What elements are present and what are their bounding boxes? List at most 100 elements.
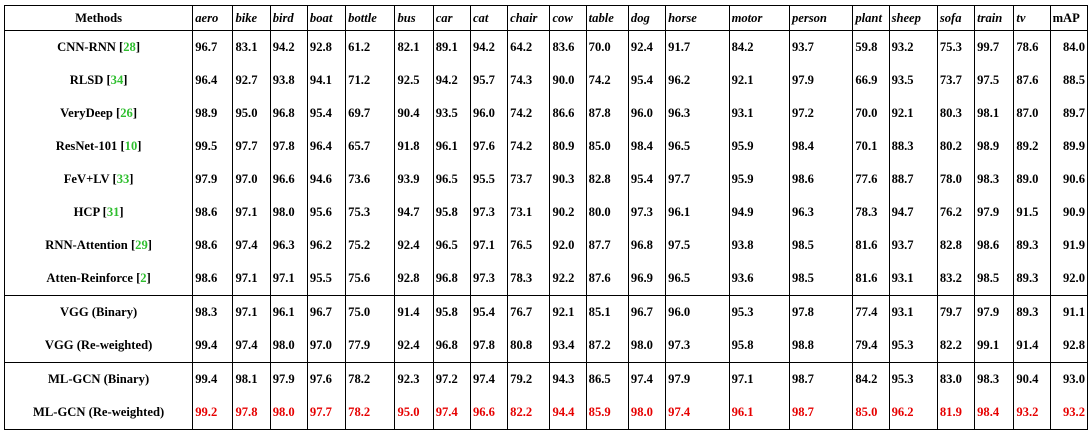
column-header-motor: motor: [728, 5, 790, 31]
ap-value-horse: 96.1: [665, 196, 730, 229]
ap-value-person: 97.2: [788, 97, 854, 130]
ap-value-motor: 96.1: [728, 396, 790, 430]
map-value: 93.0: [1049, 362, 1089, 396]
ap-value-train: 97.9: [974, 295, 1015, 329]
ap-value-dog: 96.0: [627, 97, 667, 130]
ap-value-boat: 95.5: [306, 262, 347, 296]
column-header-aero: aero: [192, 5, 234, 31]
ap-value-bottle: 75.2: [345, 229, 396, 262]
ap-value-table: 74.2: [585, 64, 629, 97]
ap-value-car: 96.5: [432, 163, 471, 196]
citation-link[interactable]: 2: [140, 271, 147, 285]
ap-value-boat: 96.2: [306, 229, 347, 262]
ap-value-cow: 86.6: [549, 97, 587, 130]
results-table: Methods aero bike bird boat bottle bus car cat ch…: [3, 5, 1089, 430]
citation-link[interactable]: 34: [110, 73, 124, 87]
ap-value-boat: 96.7: [306, 295, 347, 329]
ap-value-horse: 97.9: [665, 362, 730, 396]
ap-value-bike: 97.8: [232, 396, 271, 430]
ap-value-dog: 92.4: [627, 30, 667, 64]
citation-link[interactable]: 28: [123, 40, 136, 54]
ap-value-car: 96.8: [432, 329, 471, 363]
ap-value-train: 98.4: [974, 396, 1015, 430]
ap-value-dog: 95.4: [627, 163, 667, 196]
ap-value-bottle: 71.2: [345, 64, 396, 97]
column-header-horse: horse: [665, 5, 730, 31]
ap-value-bus: 92.4: [394, 329, 434, 363]
citation-link[interactable]: 10: [124, 139, 138, 153]
ap-value-chair: 73.1: [507, 196, 551, 229]
table-row: RNN-Attention [29] 98.6 97.4 96.3 96.2 75.2 92…: [3, 229, 1089, 262]
ap-value-bike: 95.0: [232, 97, 271, 130]
ap-value-car: 94.2: [432, 64, 471, 97]
map-value: 89.9: [1049, 130, 1089, 163]
citation-link[interactable]: 29: [135, 238, 148, 252]
ap-value-sheep: 93.7: [888, 229, 938, 262]
ap-value-bike: 83.1: [232, 30, 271, 64]
ap-value-bottle: 77.9: [345, 329, 396, 363]
ap-value-bottle: 69.7: [345, 97, 396, 130]
ap-value-aero: 98.9: [192, 97, 234, 130]
ap-value-sofa: 78.0: [936, 163, 976, 196]
ap-value-table: 87.7: [585, 229, 629, 262]
ap-value-horse: 97.5: [665, 229, 730, 262]
ap-value-dog: 96.7: [627, 295, 667, 329]
ap-value-bike: 97.4: [232, 329, 271, 363]
ap-value-person: 98.5: [788, 229, 854, 262]
ap-value-person: 97.8: [788, 295, 854, 329]
ap-value-plant: 59.8: [852, 30, 890, 64]
ap-value-tv: 91.5: [1013, 196, 1051, 229]
ap-value-motor: 92.1: [728, 64, 790, 97]
ap-value-plant: 79.4: [852, 329, 890, 363]
ap-value-car: 96.1: [432, 130, 471, 163]
ap-value-plant: 84.2: [852, 362, 890, 396]
ap-value-aero: 98.6: [192, 229, 234, 262]
ap-value-plant: 77.4: [852, 295, 890, 329]
ap-value-motor: 97.1: [728, 362, 790, 396]
ap-value-bike: 97.7: [232, 130, 271, 163]
ap-value-motor: 95.8: [728, 329, 790, 363]
ap-value-person: 98.7: [788, 362, 854, 396]
ap-value-sofa: 79.7: [936, 295, 976, 329]
ap-value-tv: 91.4: [1013, 329, 1051, 363]
citation-link[interactable]: 26: [120, 106, 133, 120]
citation-link[interactable]: 33: [116, 172, 130, 186]
ap-value-motor: 95.3: [728, 295, 790, 329]
ap-value-bike: 97.0: [232, 163, 271, 196]
ap-value-bike: 97.1: [232, 262, 271, 296]
method-name: Atten-Reinforce: [46, 271, 133, 285]
method-name: FeV+LV: [63, 172, 110, 186]
ap-value-boat: 97.7: [306, 396, 347, 430]
ap-value-horse: 96.5: [665, 130, 730, 163]
ap-value-plant: 78.3: [852, 196, 890, 229]
ap-value-car: 97.2: [432, 362, 471, 396]
method-name: RNN-Attention: [45, 238, 128, 252]
ap-value-bottle: 75.3: [345, 196, 396, 229]
ap-value-chair: 76.7: [507, 295, 551, 329]
ap-value-dog: 97.4: [627, 362, 667, 396]
ap-value-cat: 94.2: [469, 30, 509, 64]
ap-value-table: 82.8: [585, 163, 629, 196]
ap-value-bottle: 65.7: [345, 130, 396, 163]
ap-value-tv: 87.6: [1013, 64, 1051, 97]
ap-value-tv: 93.2: [1013, 396, 1051, 430]
column-header-methods: Methods: [3, 5, 194, 31]
ap-value-cow: 90.0: [549, 64, 587, 97]
ap-value-plant: 81.6: [852, 262, 890, 296]
column-header-bike: bike: [232, 5, 271, 31]
ap-value-bottle: 75.6: [345, 262, 396, 296]
map-value: 88.5: [1049, 64, 1089, 97]
ap-value-table: 85.9: [585, 396, 629, 430]
ap-value-cow: 94.4: [549, 396, 587, 430]
method-name: VGG (Re-weighted): [44, 338, 153, 352]
ap-value-sheep: 93.1: [888, 295, 938, 329]
ap-value-table: 85.0: [585, 130, 629, 163]
ap-value-horse: 97.3: [665, 329, 730, 363]
ap-value-boat: 94.1: [306, 64, 347, 97]
citation-link[interactable]: 31: [106, 205, 120, 219]
ap-value-train: 97.9: [974, 196, 1015, 229]
ap-value-cat: 97.4: [469, 362, 509, 396]
ap-value-dog: 98.0: [627, 396, 667, 430]
ap-value-cat: 95.4: [469, 295, 509, 329]
ap-value-aero: 99.4: [192, 329, 234, 363]
